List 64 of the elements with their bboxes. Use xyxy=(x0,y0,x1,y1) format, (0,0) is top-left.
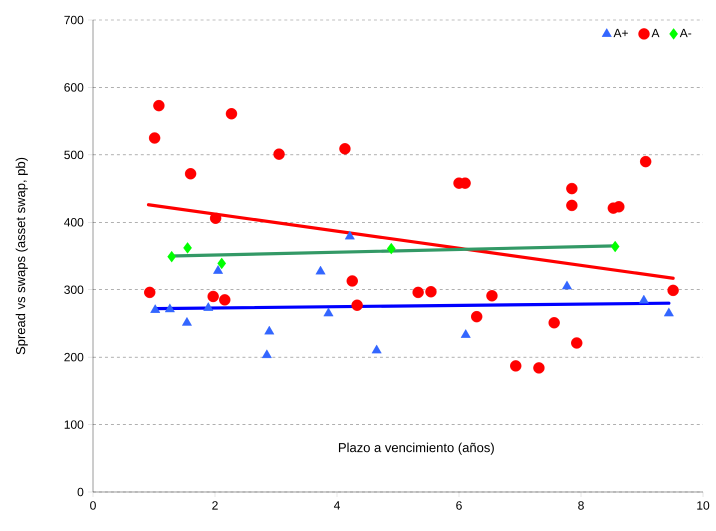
legend-label: A- xyxy=(680,28,692,38)
y-tick-label: 200 xyxy=(64,352,84,362)
point xyxy=(386,242,396,254)
point xyxy=(264,326,274,334)
point xyxy=(351,300,363,311)
x-tick-label: 6 xyxy=(456,501,462,510)
point xyxy=(273,148,285,160)
point xyxy=(182,317,192,326)
x-tick-label: 0 xyxy=(90,501,96,510)
y-axis-title: Spread vs swaps (asset swap, pb) xyxy=(16,158,28,354)
point xyxy=(148,132,160,144)
point xyxy=(664,308,674,316)
point xyxy=(184,168,196,180)
x-axis-title: Plazo a vencimiento (años) xyxy=(338,442,494,455)
point xyxy=(164,304,175,312)
point xyxy=(219,294,230,306)
x-tick-label: 10 xyxy=(697,501,710,510)
y-tick-label: 500 xyxy=(64,150,84,160)
point xyxy=(412,286,424,298)
y-tick-label: 300 xyxy=(64,285,84,294)
point xyxy=(571,337,582,349)
point xyxy=(207,290,219,302)
point xyxy=(153,100,165,112)
point xyxy=(470,310,482,322)
x-tick-label: 2 xyxy=(212,501,218,510)
point xyxy=(510,360,522,372)
point xyxy=(566,200,578,212)
point xyxy=(217,258,226,270)
point xyxy=(667,284,679,296)
point xyxy=(562,280,572,290)
point xyxy=(144,286,156,298)
point xyxy=(183,242,192,254)
legend-label: A xyxy=(652,28,660,38)
y-tick-label: 100 xyxy=(64,420,84,429)
point xyxy=(613,201,625,212)
point xyxy=(638,294,649,304)
point xyxy=(548,317,560,328)
point xyxy=(425,286,437,298)
point xyxy=(610,240,620,252)
point xyxy=(203,302,214,311)
point xyxy=(372,344,382,354)
point xyxy=(460,329,471,338)
y-tick-label: 400 xyxy=(64,218,84,227)
point xyxy=(150,304,160,313)
y-tick-label: 0 xyxy=(78,488,84,496)
point xyxy=(486,290,498,302)
point xyxy=(316,266,326,274)
y-tick-label: 700 xyxy=(64,16,84,24)
point xyxy=(344,230,355,240)
point xyxy=(566,182,578,194)
legend-label: A+ xyxy=(614,28,628,38)
point xyxy=(533,362,545,374)
point xyxy=(346,275,358,287)
x-tick-label: 4 xyxy=(334,501,340,510)
point xyxy=(339,143,351,154)
x-tick-label: 8 xyxy=(578,501,584,510)
point xyxy=(324,308,334,316)
point xyxy=(640,156,652,168)
point xyxy=(210,212,222,224)
point xyxy=(226,108,238,120)
point xyxy=(213,265,224,274)
point xyxy=(262,349,272,358)
y-tick-label: 600 xyxy=(64,83,84,92)
point xyxy=(167,250,176,262)
